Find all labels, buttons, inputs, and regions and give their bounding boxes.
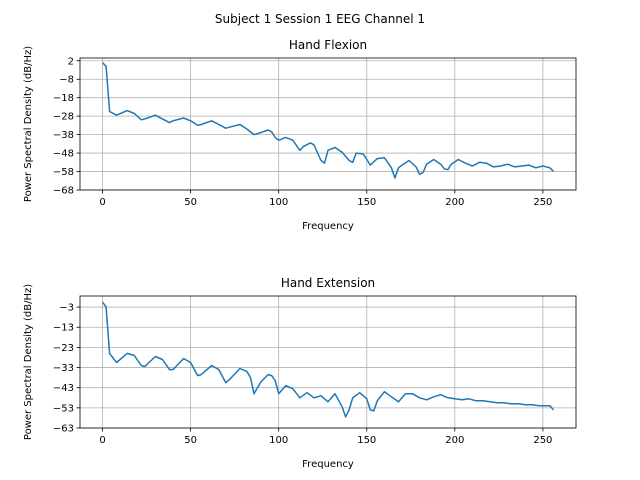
x-axis-label: Frequency — [302, 459, 354, 470]
y-axis-label: Power Spectral Density (dB/Hz) — [23, 46, 34, 202]
axes-frame — [79, 57, 577, 191]
subplot-title: Hand Extension — [281, 276, 375, 290]
y-tick-label: −23 — [53, 343, 74, 354]
y-tick-label: −3 — [59, 303, 74, 314]
x-tick-label: 150 — [357, 197, 376, 208]
x-tick-label: 50 — [184, 435, 197, 446]
y-tick-label: −28 — [53, 112, 74, 123]
x-tick-label: 150 — [357, 435, 376, 446]
y-axis-label: Power Spectral Density (dB/Hz) — [23, 284, 34, 440]
y-tick-label: −33 — [53, 363, 74, 374]
y-tick-label: −58 — [53, 167, 74, 178]
y-tick-label: −63 — [53, 424, 74, 435]
x-tick-label: 0 — [99, 197, 105, 208]
x-tick-label: 200 — [445, 435, 464, 446]
x-tick-label: 50 — [184, 197, 197, 208]
figure-suptitle: Subject 1 Session 1 EEG Channel 1 — [215, 12, 425, 26]
panel-hand-extension: 0 50 100 150 200 250 −3 −13 −23 −33 −43 −53 −63 Hand … — [23, 276, 577, 470]
y-tick-label: −18 — [53, 93, 74, 104]
axes-frame — [79, 295, 577, 429]
x-tick-label: 250 — [533, 435, 552, 446]
y-tick-label: −68 — [53, 186, 74, 197]
panel-hand-flexion: 0 50 100 150 200 250 2 −8 −18 −28 −38 −48 −58 −68 Hand… — [23, 38, 577, 232]
x-axis-label: Frequency — [302, 221, 354, 232]
plot-area — [80, 58, 576, 190]
series-line — [101, 62, 555, 179]
y-tick-label: −38 — [53, 130, 74, 141]
series-line — [101, 301, 555, 418]
x-tick-label: 250 — [533, 197, 552, 208]
subplot-title: Hand Flexion — [289, 38, 367, 52]
x-tick-label: 200 — [445, 197, 464, 208]
y-tick-label: −48 — [53, 149, 74, 160]
y-tick-label: −43 — [53, 383, 74, 394]
y-tick-label: −13 — [53, 323, 74, 334]
x-tick-label: 100 — [269, 197, 288, 208]
x-tick-label: 0 — [99, 435, 105, 446]
plot-area — [80, 296, 576, 428]
y-tick-label: −8 — [59, 75, 74, 86]
y-tick-label: 2 — [68, 56, 74, 67]
x-tick-label: 100 — [269, 435, 288, 446]
y-tick-label: −53 — [53, 403, 74, 414]
